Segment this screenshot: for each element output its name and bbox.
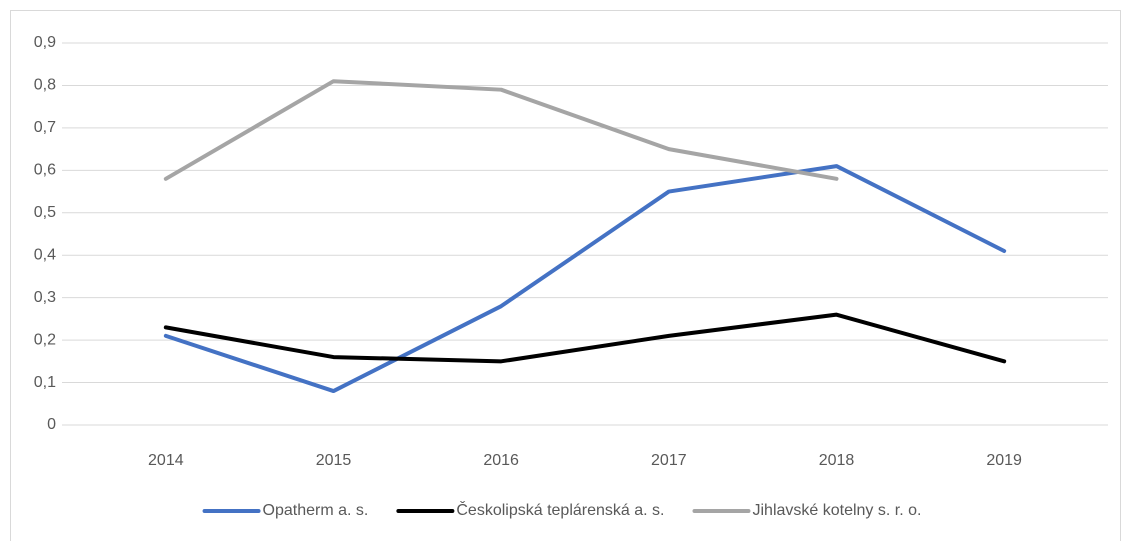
legend-label: Opatherm a. s. — [263, 502, 369, 519]
y-tick-label: 0,1 — [34, 374, 56, 391]
y-tick-label: 0,7 — [34, 119, 56, 136]
y-tick-label: 0,6 — [34, 162, 56, 179]
y-tick-label: 0,5 — [34, 204, 56, 221]
legend-label: Jihlavské kotelny s. r. o. — [752, 502, 921, 519]
y-tick-label: 0,2 — [34, 331, 56, 348]
x-tick-label: 2019 — [986, 452, 1022, 469]
x-tick-label: 2018 — [819, 452, 855, 469]
y-tick-label: 0,9 — [34, 34, 56, 51]
legend-label: Českolipská teplárenská a. s. — [456, 500, 664, 519]
y-tick-label: 0,8 — [34, 77, 56, 94]
y-tick-label: 0,4 — [34, 246, 56, 263]
x-tick-label: 2016 — [483, 452, 519, 469]
x-tick-label: 2015 — [316, 452, 352, 469]
x-tick-label: 2014 — [148, 452, 184, 469]
chart-border — [10, 10, 1121, 541]
series-line — [163, 79, 839, 181]
x-tick-label: 2017 — [651, 452, 687, 469]
series-line — [163, 312, 1007, 364]
series-line — [163, 164, 1007, 394]
y-tick-label: 0 — [47, 416, 56, 433]
y-tick-label: 0,3 — [34, 289, 56, 306]
